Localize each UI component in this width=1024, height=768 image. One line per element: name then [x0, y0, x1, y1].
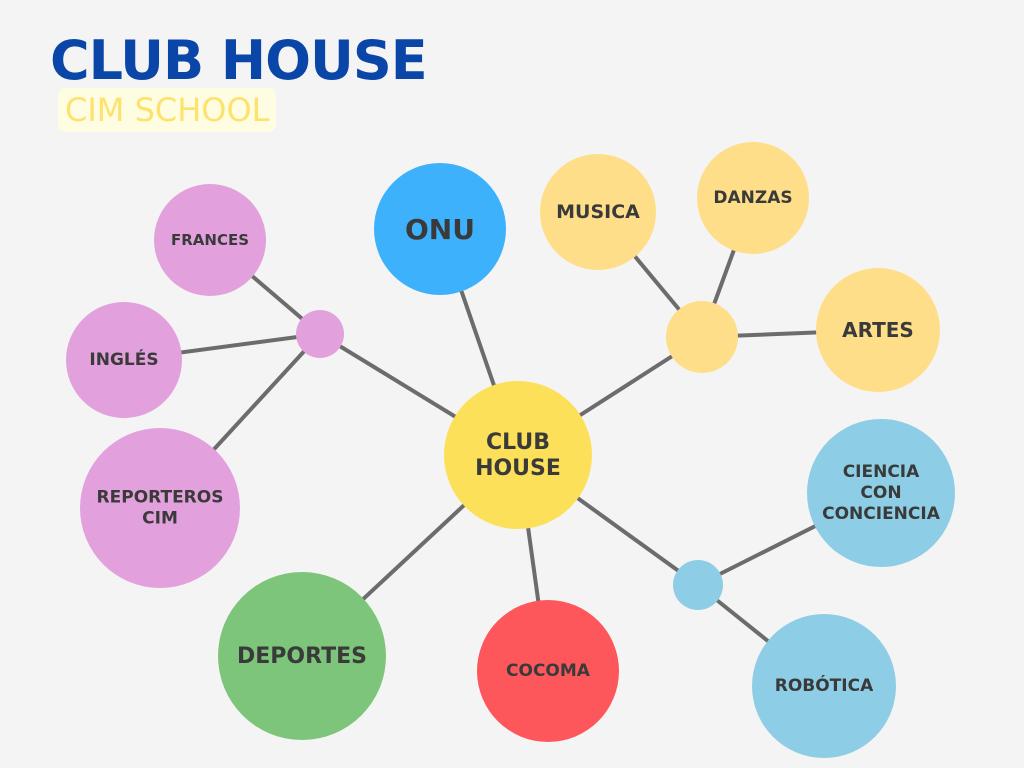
node-label-line: FRANCES: [171, 231, 249, 249]
node-label-line: CLUB: [486, 430, 550, 455]
node-label-frances: FRANCES: [171, 231, 249, 249]
node-label-line: ARTES: [842, 318, 914, 342]
node-artes: ARTES: [816, 268, 940, 392]
node-circle-artes: [816, 268, 940, 392]
node-circle-hub-science: [673, 560, 723, 610]
page-subtitle: CIM SCHOOL: [58, 88, 277, 132]
node-center: CLUB HOUSE: [444, 381, 592, 529]
node-ciencia: CIENCIA CON CONCIENCIA: [807, 419, 955, 567]
node-circle-hub-arts: [666, 301, 738, 373]
node-label-line: CON: [860, 483, 901, 503]
node-ingles: INGLÉS: [66, 302, 182, 418]
node-hub-arts: [666, 301, 738, 373]
node-circle-hub-languages: [296, 310, 344, 358]
node-frances: FRANCES: [154, 184, 266, 296]
node-label-line: DANZAS: [713, 188, 792, 208]
node-label-robotica: ROBÓTICA: [775, 674, 874, 696]
node-robotica: ROBÓTICA: [752, 614, 896, 758]
node-label-line: CIENCIA: [843, 462, 920, 482]
node-circle-center: [444, 381, 592, 529]
node-onu: ONU: [374, 163, 506, 295]
node-label-line: REPORTEROS: [97, 488, 224, 508]
node-label-center: CLUB HOUSE: [475, 430, 561, 481]
node-label-line: INGLÉS: [89, 348, 158, 370]
node-circle-frances: [154, 184, 266, 296]
node-label-artes: ARTES: [842, 318, 914, 342]
node-label-line: COCOMA: [506, 661, 591, 681]
node-label-line: CIM: [142, 509, 178, 529]
node-circle-reporteros: [80, 428, 240, 588]
node-cocoma: COCOMA: [477, 600, 619, 742]
node-hub-languages: [296, 310, 344, 358]
node-hub-science: [673, 560, 723, 610]
node-circle-deportes: [218, 572, 386, 740]
node-reporteros: REPORTEROS CIM: [80, 428, 240, 588]
node-musica: MUSICA: [540, 154, 656, 270]
node-label-line: ONU: [405, 213, 475, 246]
page-title: CLUB HOUSE: [50, 29, 428, 92]
node-circle-danzas: [697, 142, 809, 254]
node-circle-musica: [540, 154, 656, 270]
node-label-cocoma: COCOMA: [506, 661, 591, 681]
node-label-deportes: DEPORTES: [237, 644, 367, 669]
node-label-reporteros: REPORTEROS CIM: [97, 488, 224, 529]
node-label-line: HOUSE: [475, 456, 561, 481]
node-label-ingles: INGLÉS: [89, 348, 158, 370]
node-label-ciencia: CIENCIA CON CONCIENCIA: [822, 462, 941, 524]
node-label-musica: MUSICA: [556, 201, 640, 223]
node-circle-onu: [374, 163, 506, 295]
node-label-onu: ONU: [405, 213, 475, 246]
node-danzas: DANZAS: [697, 142, 809, 254]
node-label-danzas: DANZAS: [713, 188, 792, 208]
node-circle-ciencia: [807, 419, 955, 567]
node-deportes: DEPORTES: [218, 572, 386, 740]
node-label-line: DEPORTES: [237, 644, 367, 669]
node-label-line: ROBÓTICA: [775, 674, 874, 696]
node-circle-robotica: [752, 614, 896, 758]
node-label-line: MUSICA: [556, 201, 640, 223]
node-label-line: CONCIENCIA: [822, 504, 941, 524]
node-circle-ingles: [66, 302, 182, 418]
node-circle-cocoma: [477, 600, 619, 742]
